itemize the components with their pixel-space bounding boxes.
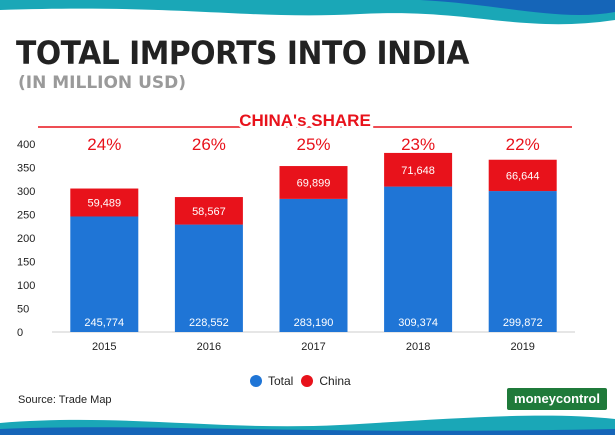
legend-swatch-china: [301, 375, 314, 387]
data-label-total: 283,190: [294, 317, 334, 329]
share-label: 24%: [87, 135, 121, 154]
y-tick-label: 350: [17, 163, 35, 175]
source-note: Source: Trade Map: [18, 394, 112, 406]
page-subtitle: (IN MILLION USD): [18, 73, 186, 93]
bar-total: [384, 186, 453, 332]
legend-label-china: China: [319, 374, 351, 388]
y-tick-label: 300: [17, 186, 35, 198]
bar-total: [174, 224, 243, 332]
y-tick-label: 0: [17, 327, 23, 339]
x-tick-label: 2016: [197, 341, 221, 353]
share-label: 23%: [401, 135, 435, 154]
x-tick-label: 2015: [92, 341, 116, 353]
data-label-china: 69,899: [297, 177, 331, 189]
stacked-bar-chart: 0 50 100 150 200 250 300 350 400 CHINA's SHARE 245…: [17, 108, 575, 353]
bar-china: [70, 188, 139, 217]
bottom-wave-decoration: [0, 415, 615, 435]
share-label: 26%: [192, 135, 226, 154]
share-label: 25%: [296, 135, 330, 154]
legend-label-total: Total: [268, 374, 294, 388]
x-tick-label: 2018: [406, 341, 430, 353]
share-title: CHINA's SHARE: [239, 111, 371, 130]
bar-china: [174, 197, 243, 225]
bar-china: [488, 159, 557, 192]
y-tick-label: 150: [17, 257, 35, 269]
legend-item-china: China: [301, 374, 351, 388]
bar-total: [279, 198, 348, 332]
share-label: 22%: [506, 135, 540, 154]
y-tick-label: 400: [17, 139, 35, 151]
bar-total: [70, 216, 139, 332]
y-tick-label: 100: [17, 280, 35, 292]
chart-legend: Total China: [250, 374, 351, 388]
data-label-total: 299,872: [503, 317, 543, 329]
bar-total: [488, 191, 557, 332]
legend-swatch-total: [250, 375, 262, 387]
brand-logo: moneycontrol: [507, 388, 607, 410]
page-title: TOTAL IMPORTS INTO INDIA: [16, 34, 469, 72]
legend-item-total: Total: [250, 374, 293, 388]
data-label-total: 245,774: [84, 317, 124, 329]
data-label-china: 71,648: [401, 165, 435, 177]
bar-china: [279, 166, 348, 199]
y-tick-label: 250: [17, 210, 35, 222]
data-label-total: 228,552: [189, 317, 229, 329]
data-label-china: 66,644: [506, 170, 540, 182]
data-label-total: 309,374: [398, 317, 438, 329]
y-tick-label: 50: [17, 304, 29, 316]
y-tick-label: 200: [17, 233, 35, 245]
top-wave-decoration: [0, 0, 615, 25]
bar-china: [384, 152, 453, 187]
data-label-china: 58,567: [192, 206, 226, 218]
x-tick-label: 2019: [510, 341, 534, 353]
x-tick-label: 2017: [301, 341, 325, 353]
data-label-china: 59,489: [87, 198, 121, 210]
